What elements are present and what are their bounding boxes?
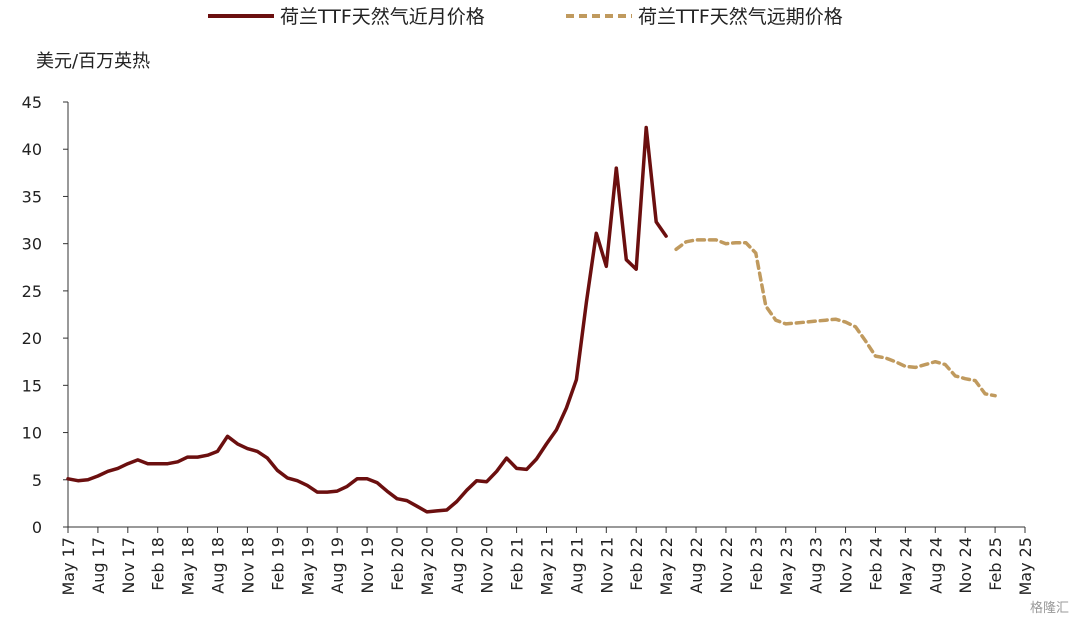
y-tick-label: 10 — [22, 424, 42, 443]
x-ticks: May 17 Aug 17 Nov 17 Feb 18 May 18 Aug 18 Nov … — [59, 527, 1035, 596]
x-tick-label: Aug 18 — [209, 537, 228, 594]
x-tick-label: May 22 — [657, 537, 676, 596]
x-tick-label: Aug 24 — [926, 537, 945, 594]
series-line-forward — [674, 238, 997, 398]
x-tick-label: May 20 — [418, 537, 437, 596]
y-tick-label: 35 — [22, 187, 42, 206]
x-tick-label: Aug 21 — [567, 537, 586, 594]
watermark: 格隆汇 — [1030, 600, 1069, 616]
y-tick-label: 20 — [22, 329, 42, 348]
y-ticks: 0 5 10 15 20 25 30 35 40 45 — [22, 93, 68, 537]
x-tick-label: Feb 22 — [627, 537, 646, 591]
x-tick-label: May 17 — [59, 537, 78, 596]
x-tick-label: Aug 19 — [328, 537, 347, 594]
y-axis-label: 美元/百万英热 — [36, 51, 150, 72]
y-tick-label: 0 — [32, 518, 42, 537]
axes — [67, 102, 1025, 528]
y-tick-label: 30 — [22, 235, 42, 254]
x-tick-label: Nov 18 — [238, 537, 257, 594]
x-tick-label: Aug 23 — [807, 537, 826, 594]
series-lines — [66, 125, 997, 514]
x-tick-label: Feb 23 — [747, 537, 766, 591]
x-tick-label: Aug 17 — [89, 537, 108, 594]
x-tick-label: May 18 — [179, 537, 198, 596]
x-tick-label: May 21 — [538, 537, 557, 596]
y-tick-label: 5 — [32, 471, 42, 490]
x-tick-label: May 24 — [896, 537, 915, 596]
x-tick-label: Nov 24 — [956, 537, 975, 594]
x-tick-label: May 25 — [1016, 537, 1035, 596]
x-tick-label: Feb 21 — [508, 537, 527, 591]
legend-label-forward: 荷兰TTF天然气远期价格 — [638, 6, 843, 28]
legend: 荷兰TTF天然气近月价格 荷兰TTF天然气远期价格 — [208, 6, 843, 28]
x-tick-label: Feb 20 — [388, 537, 407, 591]
x-tick-label: Aug 22 — [687, 537, 706, 594]
y-tick-label: 45 — [22, 93, 42, 112]
x-tick-label: Feb 25 — [986, 537, 1005, 591]
x-tick-label: Nov 23 — [837, 537, 856, 594]
y-tick-label: 40 — [22, 140, 42, 159]
legend-label-near-month: 荷兰TTF天然气近月价格 — [280, 6, 485, 28]
x-tick-label: Nov 17 — [119, 537, 138, 594]
x-tick-label: Feb 18 — [149, 537, 168, 591]
y-tick-label: 25 — [22, 282, 42, 301]
x-tick-label: Feb 19 — [268, 537, 287, 591]
x-tick-label: Feb 24 — [866, 537, 885, 591]
series-line-near-month — [66, 125, 668, 514]
y-tick-label: 15 — [22, 376, 42, 395]
x-tick-label: Nov 19 — [358, 537, 377, 594]
x-tick-label: Nov 22 — [717, 537, 736, 594]
x-tick-label: Aug 20 — [448, 537, 467, 594]
x-tick-label: May 23 — [777, 537, 796, 596]
x-tick-label: May 19 — [298, 537, 317, 596]
x-tick-label: Nov 20 — [478, 537, 497, 594]
x-tick-label: Nov 21 — [597, 537, 616, 594]
